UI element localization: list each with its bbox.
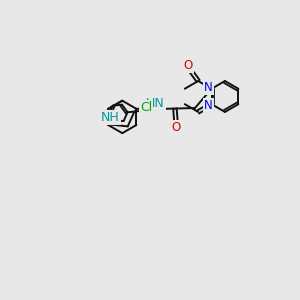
- Text: NH: NH: [101, 112, 120, 124]
- Text: N: N: [204, 81, 213, 94]
- Text: O: O: [183, 59, 193, 72]
- Text: Cl: Cl: [140, 101, 152, 114]
- Text: O: O: [172, 121, 181, 134]
- Text: N: N: [204, 99, 213, 112]
- Text: HN: HN: [146, 97, 165, 110]
